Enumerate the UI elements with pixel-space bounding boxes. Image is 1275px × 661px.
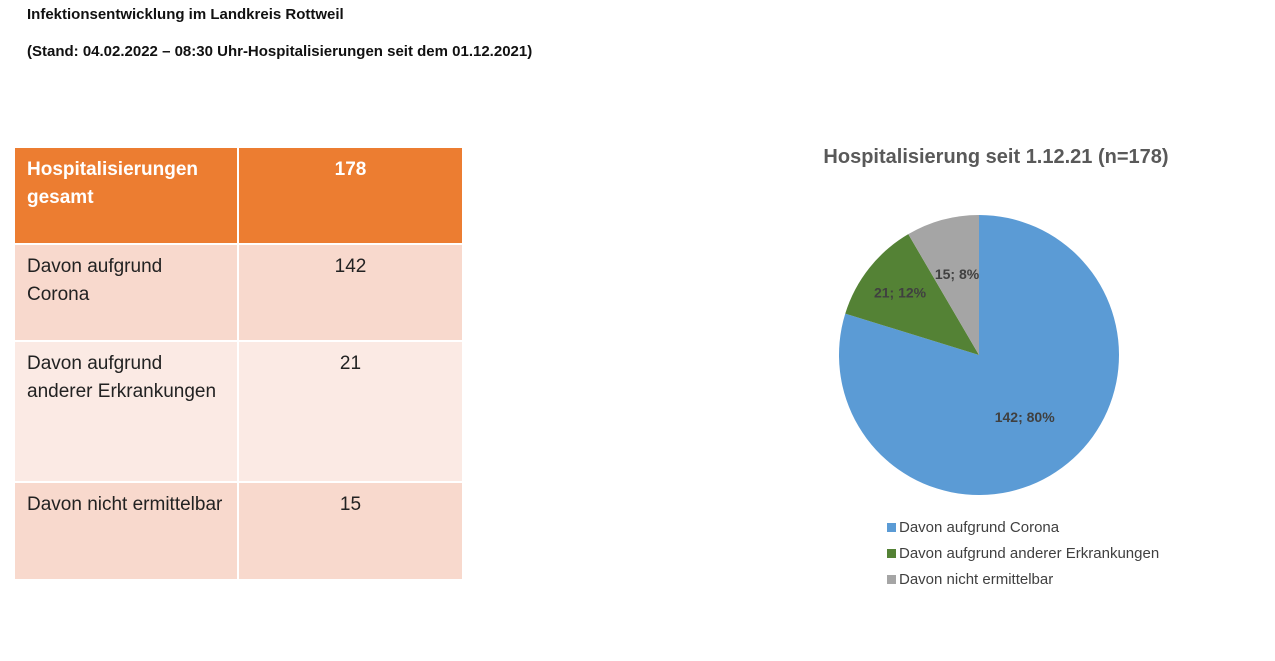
legend-entry: Davon aufgrund Corona xyxy=(899,519,1060,536)
row-label: Davon aufgrund Corona xyxy=(15,245,237,340)
table-row: Davon aufgrund Corona 142 xyxy=(15,245,462,340)
row-value: 142 xyxy=(239,245,462,340)
table-row: Davon nicht ermittelbar 15 xyxy=(15,483,462,579)
page-subtitle: (Stand: 04.02.2022 – 08:30 Uhr-Hospitali… xyxy=(27,43,533,60)
slice-other-diseases xyxy=(845,234,979,355)
slice-unknown xyxy=(908,215,979,355)
row-value: 178 xyxy=(239,148,462,243)
data-label: 15; 8% xyxy=(935,266,980,282)
legend-entry: Davon aufgrund anderer Erkrankungen xyxy=(899,545,1159,562)
chart-title: Hospitalisierung seit 1.12.21 (n=178) xyxy=(823,146,1168,168)
row-value: 15 xyxy=(239,483,462,579)
legend-swatch xyxy=(887,523,896,532)
slice-corona xyxy=(839,215,1119,496)
table-row: Davon aufgrund anderer Erkrankungen 21 xyxy=(15,342,462,481)
legend-entry: Davon nicht ermittelbar xyxy=(899,571,1053,588)
row-label: Davon nicht ermittelbar xyxy=(15,483,237,579)
data-label: 142; 80% xyxy=(995,409,1055,425)
row-value: 21 xyxy=(239,342,462,481)
pie-chart: Hospitalisierung seit 1.12.21 (n=178) 14… xyxy=(823,146,1168,588)
data-label: 21; 12% xyxy=(874,284,927,300)
legend-swatch xyxy=(887,549,896,558)
page-title: Infektionsentwicklung im Landkreis Rottw… xyxy=(27,6,344,23)
hospitalization-table: Hospitalisierungen gesamt 178 Davon aufgr… xyxy=(13,146,464,581)
table-header-row: Hospitalisierungen gesamt 178 xyxy=(15,148,462,243)
row-label: Hospitalisierungen gesamt xyxy=(15,148,237,243)
legend-swatch xyxy=(887,575,896,584)
row-label: Davon aufgrund anderer Erkrankungen xyxy=(15,342,237,481)
